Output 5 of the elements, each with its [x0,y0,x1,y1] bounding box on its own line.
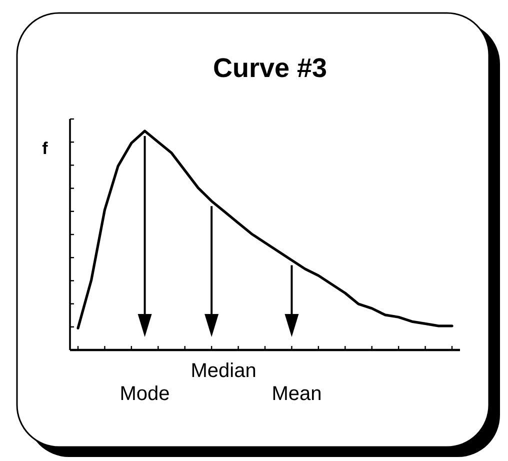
chart-title: Curve #3 [212,53,328,83]
text: Mean [272,383,322,405]
text: Mode [120,383,170,405]
text: Median [190,360,256,382]
y-axis-title: f [42,139,48,158]
